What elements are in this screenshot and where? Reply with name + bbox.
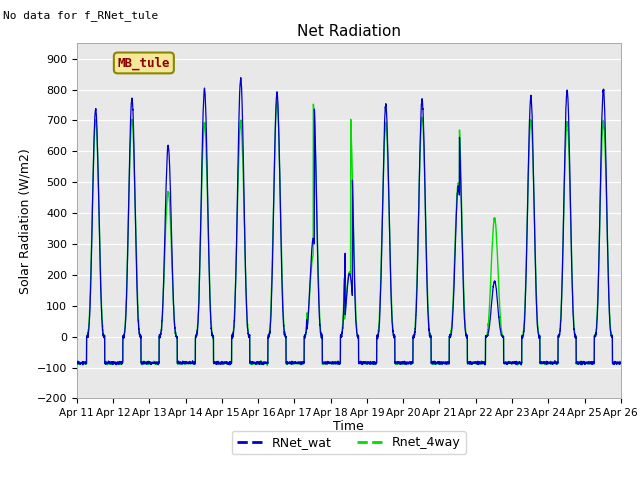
Rnet_4way [329, 361, 337, 367]
Rnet_4way [616, 360, 624, 366]
Rnet_4way [273, 99, 281, 105]
Text: MB_tule: MB_tule [118, 56, 170, 70]
RNet_wat [237, 75, 244, 81]
Rnet_4way [73, 360, 81, 365]
Line: Rnet_4way: Rnet_4way [77, 102, 621, 365]
Rnet_4way [502, 360, 509, 366]
Text: No data for f_RNet_tule: No data for f_RNet_tule [3, 11, 159, 22]
Title: Net Radiation: Net Radiation [297, 24, 401, 39]
RNet_wat [617, 360, 625, 366]
Rnet_4way [441, 360, 449, 365]
RNet_wat [171, 323, 179, 328]
X-axis label: Time: Time [333, 420, 364, 432]
RNet_wat [328, 359, 336, 365]
RNet_wat [517, 362, 525, 368]
RNet_wat [502, 360, 509, 365]
Rnet_4way [171, 321, 179, 327]
RNet_wat [73, 360, 81, 365]
RNet_wat [471, 360, 479, 366]
Rnet_4way [471, 360, 479, 366]
Rnet_4way [264, 362, 271, 368]
Rnet_4way [617, 360, 625, 366]
RNet_wat [616, 360, 624, 365]
Legend: RNet_wat, Rnet_4way: RNet_wat, Rnet_4way [232, 432, 466, 454]
Line: RNet_wat: RNet_wat [77, 78, 621, 365]
RNet_wat [441, 360, 449, 366]
Y-axis label: Solar Radiation (W/m2): Solar Radiation (W/m2) [18, 148, 31, 294]
